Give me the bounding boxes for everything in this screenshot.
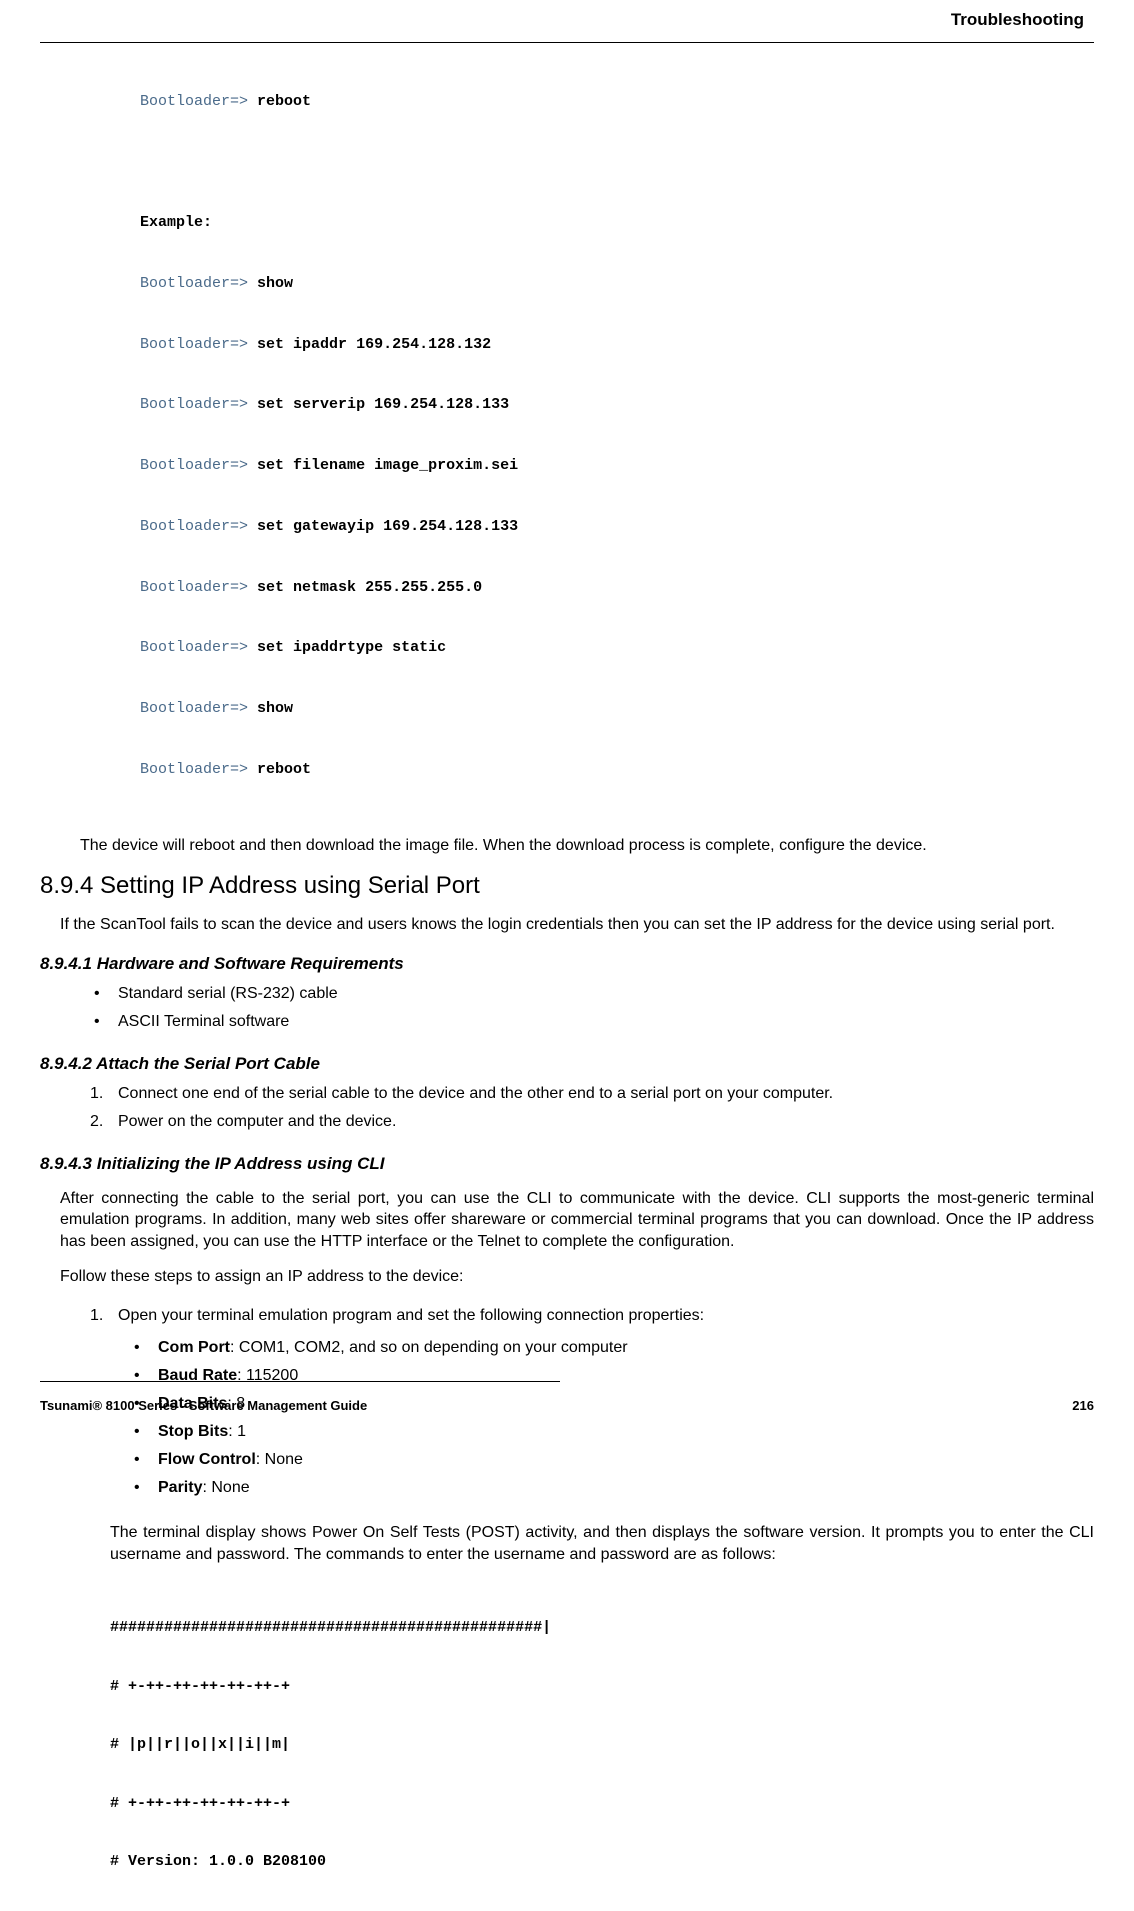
prompt: Bootloader=>	[140, 396, 248, 413]
prompt: Bootloader=>	[140, 336, 248, 353]
bootloader-block: Bootloader=> reboot Example: Bootloader=…	[140, 51, 1094, 821]
paragraph: The device will reboot and then download…	[80, 835, 1094, 857]
command: set serverip 169.254.128.133	[257, 396, 509, 413]
bootloader-line: Bootloader=> set ipaddrtype static	[140, 638, 1094, 658]
bootloader-line: Bootloader=> show	[140, 699, 1094, 719]
bootloader-line: Bootloader=> set serverip 169.254.128.13…	[140, 395, 1094, 415]
paragraph: Follow these steps to assign an IP addre…	[60, 1266, 1094, 1288]
command: reboot	[257, 93, 311, 110]
subsection-heading-8943: 8.9.4.3 Initializing the IP Address usin…	[40, 1154, 1094, 1174]
list-item: Power on the computer and the device.	[90, 1108, 1094, 1136]
prompt: Bootloader=>	[140, 518, 248, 535]
section-heading-894: 8.9.4 Setting IP Address using Serial Po…	[40, 872, 1094, 900]
connection-properties: Com Port: COM1, COM2, and so on dependin…	[130, 1334, 1094, 1502]
requirements-list: Standard serial (RS-232) cable ASCII Ter…	[90, 980, 1094, 1036]
prompt: Bootloader=>	[140, 93, 248, 110]
command: show	[257, 700, 293, 717]
command: set gatewayip 169.254.128.133	[257, 518, 518, 535]
list-item: ASCII Terminal software	[90, 1008, 1094, 1036]
command: show	[257, 275, 293, 292]
list-item: Stop Bits: 1	[130, 1418, 1094, 1446]
term-line: # +-++-++-++-++-++-+	[110, 1677, 1094, 1697]
prop-value: : COM1, COM2, and so on depending on you…	[230, 1339, 628, 1356]
prompt: Bootloader=>	[140, 275, 248, 292]
footer-rule	[40, 1381, 560, 1382]
command: set ipaddr 169.254.128.132	[257, 336, 491, 353]
subsection-heading-8942: 8.9.4.2 Attach the Serial Port Cable	[40, 1054, 1094, 1074]
example-label: Example:	[140, 213, 1094, 233]
header-rule	[40, 42, 1094, 43]
prompt: Bootloader=>	[140, 457, 248, 474]
attach-steps: Connect one end of the serial cable to t…	[90, 1080, 1094, 1136]
bootloader-line: Bootloader=> set netmask 255.255.255.0	[140, 578, 1094, 598]
terminal-output: ########################################…	[110, 1579, 1094, 1911]
bootloader-line: Bootloader=> reboot	[140, 760, 1094, 780]
prompt: Bootloader=>	[140, 639, 248, 656]
prop-label: Stop Bits	[158, 1423, 228, 1440]
list-item: Connect one end of the serial cable to t…	[90, 1080, 1094, 1108]
prop-label: Com Port	[158, 1339, 230, 1356]
prop-label: Baud Rate	[158, 1367, 237, 1384]
term-line: ########################################…	[110, 1618, 1094, 1638]
prompt: Bootloader=>	[140, 700, 248, 717]
command: set ipaddrtype static	[257, 639, 446, 656]
term-line: # |p||r||o||x||i||m|	[110, 1735, 1094, 1755]
prop-label: Flow Control	[158, 1451, 256, 1468]
command: set filename image_proxim.sei	[257, 457, 518, 474]
bootloader-line: Bootloader=> set filename image_proxim.s…	[140, 456, 1094, 476]
list-item: Parity: None	[130, 1474, 1094, 1502]
term-line: # +-++-++-++-++-++-+	[110, 1794, 1094, 1814]
bootloader-line: Bootloader=> show	[140, 274, 1094, 294]
prop-label: Parity	[158, 1479, 202, 1496]
list-item: Baud Rate: 115200	[130, 1362, 1094, 1390]
page: Troubleshooting Bootloader=> reboot Exam…	[0, 0, 1134, 1433]
paragraph: The terminal display shows Power On Self…	[110, 1522, 1094, 1565]
ip-steps: Open your terminal emulation program and…	[90, 1302, 1094, 1330]
bootloader-line: Bootloader=> set gatewayip 169.254.128.1…	[140, 517, 1094, 537]
prompt: Bootloader=>	[140, 579, 248, 596]
footer-left: Tsunami® 8100 Series - Software Manageme…	[40, 1398, 367, 1413]
paragraph: After connecting the cable to the serial…	[60, 1188, 1094, 1253]
command: reboot	[257, 761, 311, 778]
blank-line	[140, 152, 1094, 172]
list-item: Flow Control: None	[130, 1446, 1094, 1474]
term-line: # Version: 1.0.0 B208100	[110, 1852, 1094, 1872]
footer-page-number: 216	[1072, 1398, 1094, 1413]
prompt: Bootloader=>	[140, 761, 248, 778]
header-title: Troubleshooting	[40, 0, 1094, 30]
prop-value: : None	[256, 1451, 303, 1468]
footer: Tsunami® 8100 Series - Software Manageme…	[40, 1398, 1094, 1413]
subsection-heading-8941: 8.9.4.1 Hardware and Software Requiremen…	[40, 954, 1094, 974]
bootloader-line: Bootloader=> set ipaddr 169.254.128.132	[140, 335, 1094, 355]
list-item: Com Port: COM1, COM2, and so on dependin…	[130, 1334, 1094, 1362]
prop-value: : 115200	[237, 1367, 298, 1384]
list-item: Open your terminal emulation program and…	[90, 1302, 1094, 1330]
prop-value: : 1	[228, 1423, 246, 1440]
bootloader-line: Bootloader=> reboot	[140, 92, 1094, 112]
paragraph: If the ScanTool fails to scan the device…	[60, 914, 1094, 936]
command: set netmask 255.255.255.0	[257, 579, 482, 596]
prop-value: : None	[202, 1479, 249, 1496]
list-item: Standard serial (RS-232) cable	[90, 980, 1094, 1008]
